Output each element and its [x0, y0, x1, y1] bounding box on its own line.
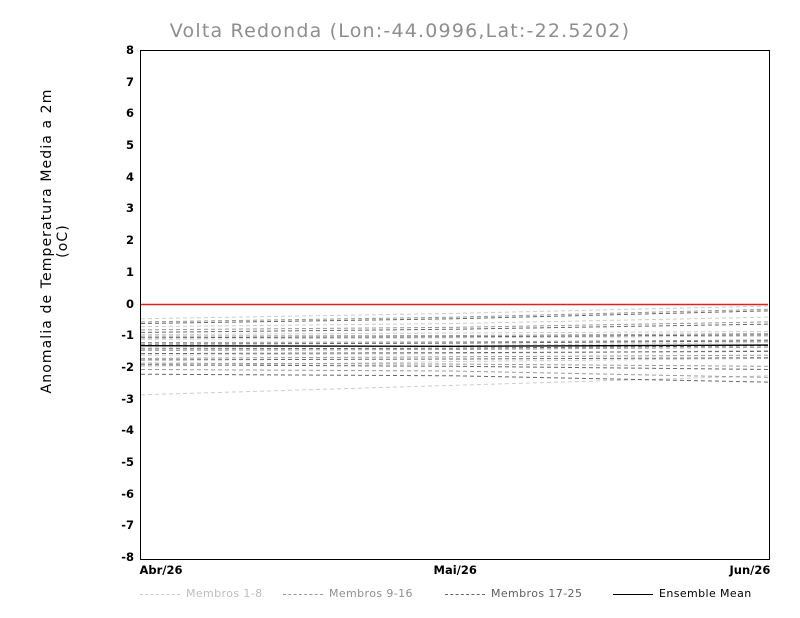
series-line-membro-6	[141, 349, 768, 356]
series-line-membro-16	[141, 368, 768, 378]
legend-swatch	[283, 594, 323, 595]
legend-label: Membros 1-8	[186, 587, 263, 600]
y-tick-label: 1	[125, 264, 134, 279]
y-axis-label: Anomalia de Temperatura Media a 2m (oC)	[39, 88, 71, 394]
y-tick-label: -1	[121, 328, 134, 343]
y-tick-label: -7	[121, 518, 134, 533]
y-tick-label: 5	[125, 138, 134, 153]
legend-label: Membros 9-16	[329, 587, 413, 600]
y-tick-label: 4	[125, 169, 134, 184]
y-axis-ticks: 8 7 6 5 4 3 2 1 0 -1 -2 -3 -4 -5 -6 -7 -8	[100, 0, 134, 618]
series-line-ensemble-mean	[141, 344, 768, 348]
x-axis-ticks: Abr/26 Mai/26 Jun/26	[0, 563, 800, 583]
x-tick-label: Mai/26	[433, 563, 477, 577]
y-tick-label: 7	[125, 74, 134, 89]
chart-title: Volta Redonda (Lon:-44.0996,Lat:-22.5202…	[169, 20, 631, 42]
series-line-membro-8	[141, 375, 768, 396]
plot-svg	[141, 303, 768, 396]
y-tick-label: -5	[121, 454, 134, 469]
y-tick-label: 6	[125, 106, 134, 121]
y-tick-label: -6	[121, 486, 134, 501]
legend-label: Ensemble Mean	[659, 587, 752, 600]
y-tick-label: -3	[121, 391, 134, 406]
y-tick-label: 2	[125, 233, 134, 248]
y-tick-label: 3	[125, 201, 134, 216]
plot-area	[140, 50, 770, 560]
chart-legend: Membros 1-8 Membros 9-16 Membros 17-25 Ense…	[140, 586, 770, 606]
series-line-membro-22	[141, 350, 768, 355]
legend-swatch	[140, 594, 180, 595]
legend-label: Membros 17-25	[491, 587, 583, 600]
series-line-membro-1	[141, 305, 768, 320]
series-line-membro-9	[141, 308, 768, 323]
y-tick-label: -2	[121, 359, 134, 374]
legend-swatch	[613, 594, 653, 595]
y-tick-label: 8	[125, 43, 134, 57]
y-tick-label: 0	[125, 296, 134, 311]
x-tick-label: Abr/26	[139, 563, 183, 577]
legend-swatch	[445, 594, 485, 595]
x-tick-label: Jun/26	[729, 563, 771, 577]
y-tick-label: -8	[121, 550, 134, 564]
y-tick-label: -4	[121, 423, 134, 438]
